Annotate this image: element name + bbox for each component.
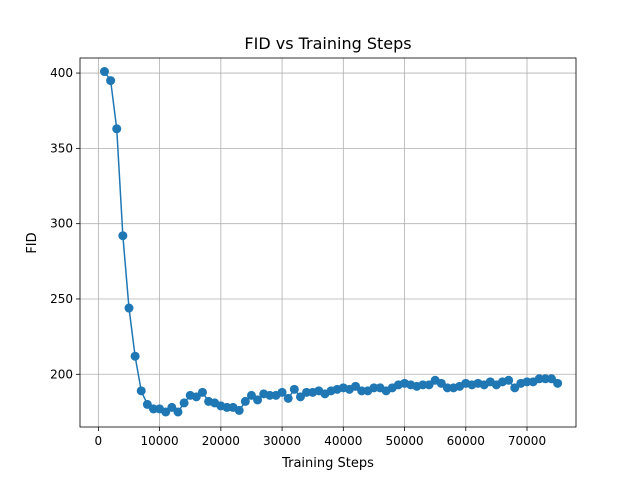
data-point bbox=[99, 67, 109, 77]
data-point bbox=[179, 398, 189, 408]
data-point bbox=[234, 405, 244, 415]
y-tick-label: 350 bbox=[50, 141, 73, 155]
x-tick-label: 0 bbox=[95, 434, 103, 448]
data-point bbox=[289, 384, 299, 394]
data-point bbox=[106, 76, 116, 86]
data-point bbox=[173, 407, 183, 417]
data-point bbox=[130, 351, 140, 361]
y-tick-label: 400 bbox=[50, 66, 73, 80]
x-tick-label: 30000 bbox=[263, 434, 301, 448]
axis-ticks: 0 10000 20000 30000 40000 50000 60000 70000 200 2… bbox=[50, 66, 546, 448]
y-tick-label: 200 bbox=[50, 367, 73, 381]
data-point bbox=[197, 387, 207, 397]
chart-title: FID vs Training Steps bbox=[244, 34, 411, 53]
x-tick-label: 10000 bbox=[141, 434, 179, 448]
data-point bbox=[118, 231, 128, 241]
x-tick-label: 20000 bbox=[202, 434, 240, 448]
grid bbox=[80, 58, 576, 427]
series-layer bbox=[99, 67, 563, 417]
data-point bbox=[253, 395, 263, 405]
y-axis-label: FID bbox=[25, 232, 40, 253]
x-tick-label: 50000 bbox=[385, 434, 423, 448]
data-point bbox=[112, 124, 122, 134]
x-tick-label: 60000 bbox=[447, 434, 485, 448]
data-point bbox=[283, 393, 293, 403]
data-point bbox=[240, 396, 250, 406]
x-tick-label: 40000 bbox=[324, 434, 362, 448]
plot-frame bbox=[79, 57, 577, 428]
data-point bbox=[277, 387, 287, 397]
y-tick-label: 250 bbox=[50, 292, 73, 306]
data-point bbox=[504, 375, 514, 385]
data-point bbox=[136, 386, 146, 396]
x-axis-label: Training Steps bbox=[281, 456, 374, 471]
x-tick-label: 70000 bbox=[508, 434, 546, 448]
data-point bbox=[124, 303, 134, 313]
y-tick-label: 300 bbox=[50, 217, 73, 231]
data-point bbox=[553, 378, 563, 388]
